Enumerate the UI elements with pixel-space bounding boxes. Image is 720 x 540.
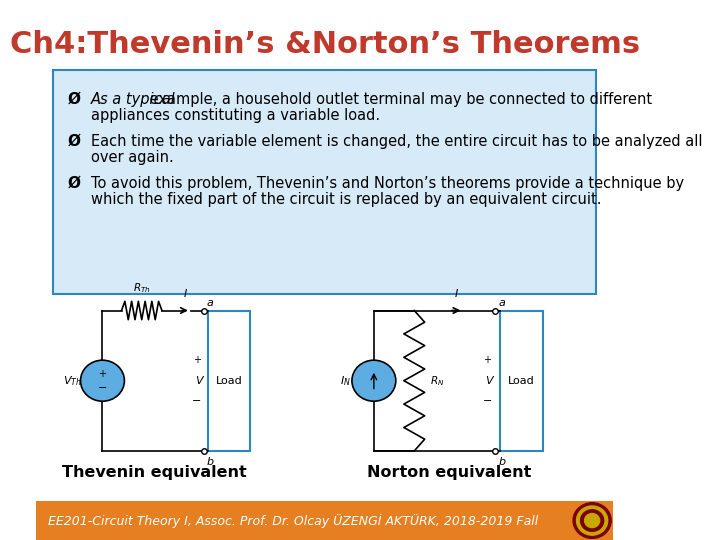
Circle shape — [580, 510, 603, 531]
Text: V: V — [485, 376, 493, 386]
Text: Load: Load — [215, 376, 243, 386]
Text: V: V — [195, 376, 203, 386]
Text: Ch4:Thevenin’s &Norton’s Theorems: Ch4:Thevenin’s &Norton’s Theorems — [9, 30, 640, 59]
Text: −: − — [482, 396, 492, 406]
Text: which the fixed part of the circuit is replaced by an equivalent circuit.: which the fixed part of the circuit is r… — [91, 192, 601, 207]
Text: Ø: Ø — [68, 176, 81, 191]
Text: Ø: Ø — [68, 92, 81, 107]
Text: b: b — [498, 457, 505, 468]
Circle shape — [81, 360, 125, 401]
Text: EE201-Circuit Theory I, Assoc. Prof. Dr. Olcay ÜZENGİ AKTÜRK, 2018-2019 Fall: EE201-Circuit Theory I, Assoc. Prof. Dr.… — [48, 514, 538, 528]
Circle shape — [585, 514, 600, 528]
Text: appliances constituting a variable load.: appliances constituting a variable load. — [91, 108, 380, 123]
Circle shape — [577, 506, 608, 535]
Text: I: I — [184, 288, 186, 299]
Text: $R_{Th}$: $R_{Th}$ — [133, 281, 150, 295]
FancyBboxPatch shape — [36, 501, 613, 540]
Text: Norton equivalent: Norton equivalent — [366, 465, 531, 480]
Text: example, a household outlet terminal may be connected to different: example, a household outlet terminal may… — [145, 92, 652, 107]
Circle shape — [352, 360, 396, 401]
Text: $R_N$: $R_N$ — [430, 374, 444, 388]
Text: Each time the variable element is changed, the entire circuit has to be analyzed: Each time the variable element is change… — [91, 134, 703, 149]
Text: +: + — [192, 355, 201, 365]
Text: +: + — [99, 369, 107, 379]
Text: $V_{Th}$: $V_{Th}$ — [63, 374, 82, 388]
FancyBboxPatch shape — [53, 70, 596, 294]
Text: over again.: over again. — [91, 150, 174, 165]
Text: a: a — [498, 298, 505, 308]
Text: To avoid this problem, Thevenin’s and Norton’s theorems provide a technique by: To avoid this problem, Thevenin’s and No… — [91, 176, 684, 191]
Text: Load: Load — [508, 376, 535, 386]
FancyBboxPatch shape — [500, 310, 543, 451]
Text: +: + — [483, 355, 491, 365]
Text: $I_N$: $I_N$ — [340, 374, 351, 388]
FancyBboxPatch shape — [208, 310, 250, 451]
Text: Thevenin equivalent: Thevenin equivalent — [62, 465, 247, 480]
Text: −: − — [192, 396, 202, 406]
Text: b: b — [207, 457, 214, 468]
Text: As a typical: As a typical — [91, 92, 176, 107]
Circle shape — [573, 503, 611, 538]
Text: I: I — [454, 288, 458, 299]
Text: −: − — [98, 383, 107, 393]
Text: Ø: Ø — [68, 134, 81, 149]
Text: a: a — [207, 298, 214, 308]
